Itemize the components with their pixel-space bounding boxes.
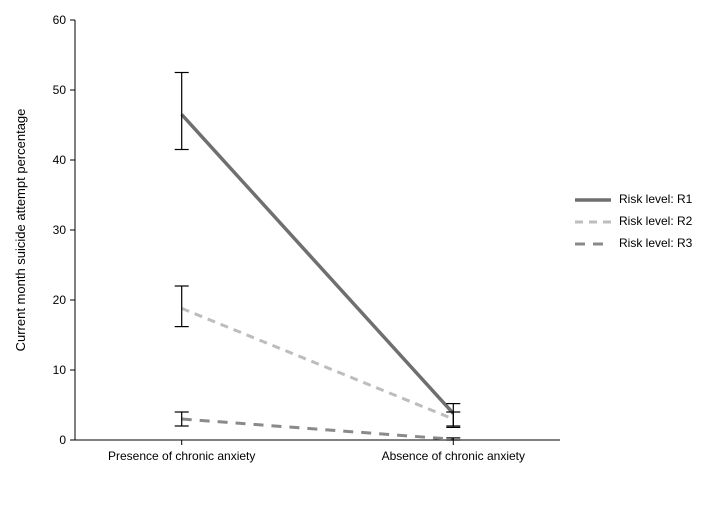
y-tick-label: 50 — [53, 83, 67, 97]
series-line — [182, 308, 454, 419]
y-tick-label: 10 — [53, 363, 67, 377]
y-tick-label: 60 — [53, 13, 67, 27]
series-line — [182, 419, 454, 439]
y-tick-label: 20 — [53, 293, 67, 307]
chart-container: 0 10 20 30 40 50 60 Presence of chronic anxiety… — [0, 0, 707, 505]
x-category-label: Presence of chronic anxiety — [108, 449, 255, 463]
legend-label: Risk level: R1 — [619, 192, 693, 206]
series-line — [182, 115, 454, 414]
y-axis-title: Current month suicide attempt percentage — [13, 109, 28, 352]
y-tick-label: 30 — [53, 223, 67, 237]
x-category-label: Absence of chronic anxiety — [382, 449, 525, 463]
y-tick-label: 40 — [53, 153, 67, 167]
line-chart: 0 10 20 30 40 50 60 Presence of chronic anxiety… — [0, 0, 707, 505]
legend-label: Risk level: R2 — [619, 214, 693, 228]
legend-label: Risk level: R3 — [619, 236, 693, 250]
y-tick-label: 0 — [59, 433, 66, 447]
